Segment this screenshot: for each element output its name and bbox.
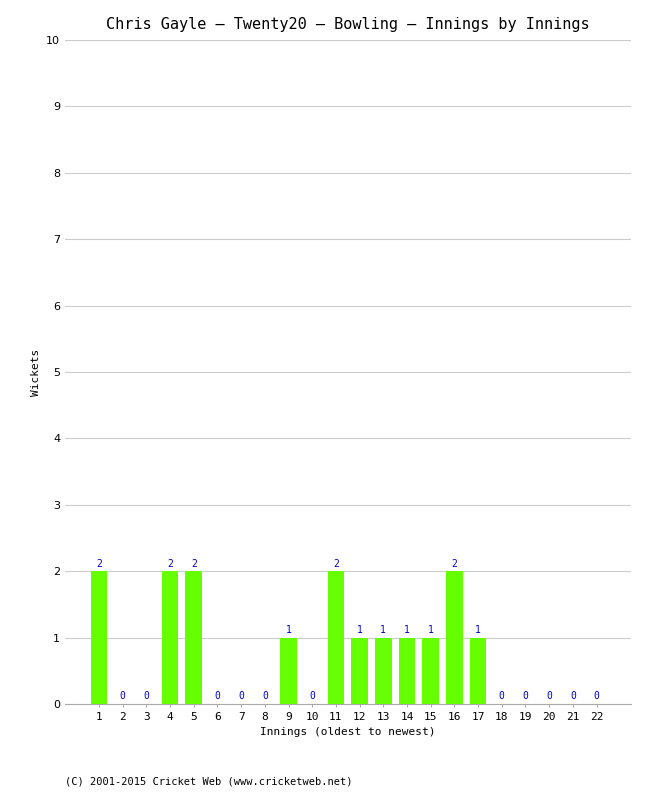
Text: 2: 2	[333, 558, 339, 569]
X-axis label: Innings (oldest to newest): Innings (oldest to newest)	[260, 727, 436, 737]
Bar	[398, 638, 415, 704]
Text: 1: 1	[285, 625, 291, 635]
Text: 2: 2	[167, 558, 173, 569]
Text: 0: 0	[120, 691, 125, 702]
Text: 0: 0	[214, 691, 220, 702]
Bar	[446, 571, 463, 704]
Text: 0: 0	[523, 691, 528, 702]
Text: 1: 1	[404, 625, 410, 635]
Title: Chris Gayle – Twenty20 – Bowling – Innings by Innings: Chris Gayle – Twenty20 – Bowling – Innin…	[106, 17, 590, 32]
Bar	[162, 571, 178, 704]
Text: 0: 0	[238, 691, 244, 702]
Text: 2: 2	[96, 558, 102, 569]
Bar	[91, 571, 107, 704]
Text: 0: 0	[262, 691, 268, 702]
Text: 0: 0	[546, 691, 552, 702]
Bar	[328, 571, 345, 704]
Text: 1: 1	[380, 625, 386, 635]
Text: 0: 0	[309, 691, 315, 702]
Text: 0: 0	[593, 691, 599, 702]
Y-axis label: Wickets: Wickets	[31, 348, 40, 396]
Text: 2: 2	[191, 558, 197, 569]
Text: (C) 2001-2015 Cricket Web (www.cricketweb.net): (C) 2001-2015 Cricket Web (www.cricketwe…	[65, 776, 352, 786]
Text: 1: 1	[428, 625, 434, 635]
Text: 1: 1	[475, 625, 481, 635]
Bar	[375, 638, 391, 704]
Bar	[351, 638, 368, 704]
Text: 1: 1	[357, 625, 363, 635]
Bar	[470, 638, 486, 704]
Bar	[422, 638, 439, 704]
Bar	[185, 571, 202, 704]
Text: 0: 0	[570, 691, 576, 702]
Text: 0: 0	[144, 691, 150, 702]
Text: 0: 0	[499, 691, 504, 702]
Bar	[280, 638, 297, 704]
Text: 2: 2	[451, 558, 458, 569]
